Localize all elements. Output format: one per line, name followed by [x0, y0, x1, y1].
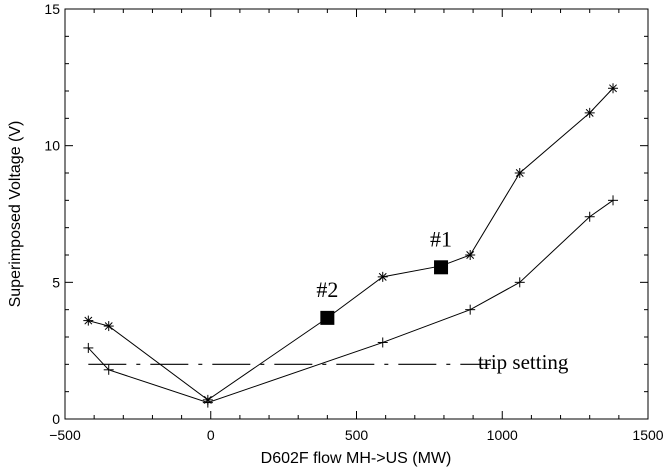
data-point — [377, 271, 388, 282]
series-layer — [83, 83, 619, 408]
y-tick-label: 15 — [44, 1, 60, 17]
highlight-square — [320, 310, 335, 325]
x-tick-label: 500 — [345, 427, 369, 443]
y-tick-label: 0 — [52, 411, 60, 427]
data-point — [83, 315, 94, 326]
data-point — [608, 83, 619, 94]
data-point — [202, 397, 213, 408]
y-axis-title: Superimposed Voltage (V) — [7, 121, 24, 308]
data-point — [377, 337, 388, 348]
x-tick-label: 1000 — [487, 427, 518, 443]
series-line-2 — [87, 199, 614, 404]
series-line-1 — [88, 87, 614, 401]
highlight-square — [434, 260, 449, 275]
data-point — [608, 195, 619, 206]
y-tick-label: 5 — [52, 274, 60, 290]
data-point — [83, 342, 94, 353]
data-point — [103, 321, 114, 332]
data-point — [514, 277, 525, 288]
x-axis-title: D602F flow MH->US (MW) — [261, 450, 452, 467]
data-point — [465, 250, 476, 260]
highlighted-points: #1 #2 — [316, 226, 452, 325]
data-point — [584, 211, 595, 222]
highlight-label: #2 — [316, 277, 338, 302]
y-tick-label: 10 — [44, 138, 60, 154]
highlight-label: #1 — [430, 226, 452, 251]
data-point — [103, 364, 114, 375]
x-tick-label: 1500 — [632, 427, 663, 443]
data-point — [584, 107, 595, 118]
x-tick-label: 0 — [207, 427, 215, 443]
trip-setting-label: trip setting — [478, 350, 569, 374]
x-tick-label: −500 — [49, 427, 81, 443]
data-point — [465, 304, 476, 315]
data-point — [514, 168, 525, 178]
